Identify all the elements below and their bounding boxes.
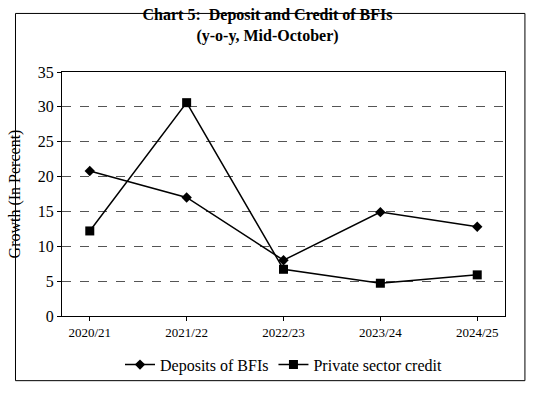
svg-text:Private sector credit: Private sector credit: [313, 357, 442, 374]
svg-text:Growth (In Percent): Growth (In Percent): [6, 130, 24, 259]
svg-text:2024/25: 2024/25: [456, 325, 499, 340]
svg-text:2023/24: 2023/24: [359, 325, 402, 340]
svg-text:20: 20: [38, 168, 54, 185]
svg-text:Chart 5: Deposit and Credit o: Chart 5: Deposit and Credit of BFIs(y-o-…: [143, 6, 393, 45]
svg-text:5: 5: [46, 273, 54, 290]
svg-text:25: 25: [38, 133, 54, 150]
svg-text:2020/21: 2020/21: [68, 325, 111, 340]
svg-text:2022/23: 2022/23: [262, 325, 305, 340]
svg-text:Deposits of BFIs: Deposits of BFIs: [160, 357, 268, 375]
svg-text:30: 30: [38, 98, 54, 115]
svg-text:15: 15: [38, 203, 54, 220]
svg-text:2021/22: 2021/22: [165, 325, 208, 340]
svg-text:0: 0: [46, 308, 54, 325]
svg-text:35: 35: [38, 64, 54, 81]
svg-text:10: 10: [38, 238, 54, 255]
